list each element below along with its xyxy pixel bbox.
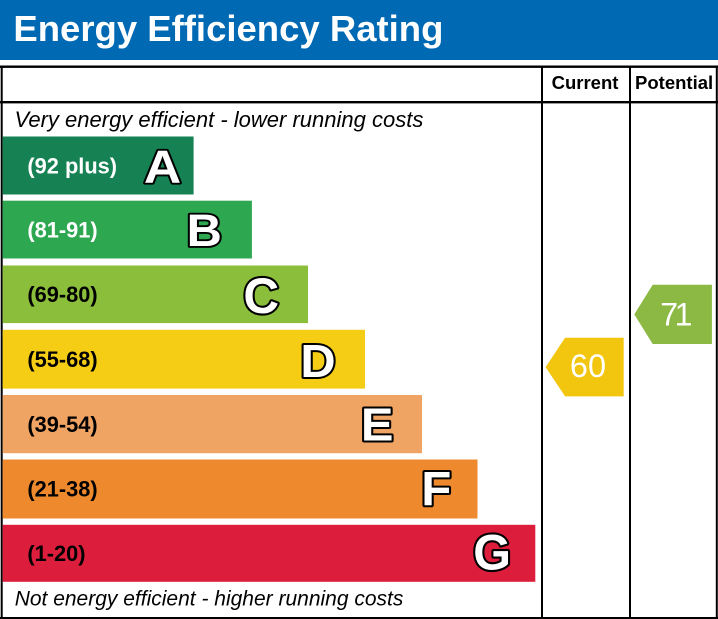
svg-text:(92 plus): (92 plus) [27,153,117,178]
svg-text:E: E [361,399,394,451]
svg-text:Very energy efficient - lower: Very energy efficient - lower running co… [15,107,424,132]
svg-text:60: 60 [570,348,606,384]
svg-text:B: B [187,205,222,256]
svg-text:(69-80): (69-80) [27,282,97,307]
svg-text:C: C [243,268,279,324]
svg-text:F: F [421,463,451,516]
svg-text:G: G [473,525,511,581]
svg-text:Potential: Potential [635,72,713,93]
svg-text:(21-38): (21-38) [27,477,97,502]
svg-text:A: A [144,141,181,193]
svg-text:(39-54): (39-54) [27,412,97,437]
svg-text:Not energy efficient - higher: Not energy efficient - higher running co… [15,588,404,611]
svg-text:(55-68): (55-68) [27,347,97,372]
svg-text:Current: Current [552,72,619,93]
svg-text:D: D [300,336,335,388]
svg-text:71: 71 [660,297,691,333]
svg-text:Energy Efficiency Rating: Energy Efficiency Rating [13,8,443,49]
svg-text:(1-20): (1-20) [27,541,85,566]
svg-text:(81-91): (81-91) [27,217,97,242]
